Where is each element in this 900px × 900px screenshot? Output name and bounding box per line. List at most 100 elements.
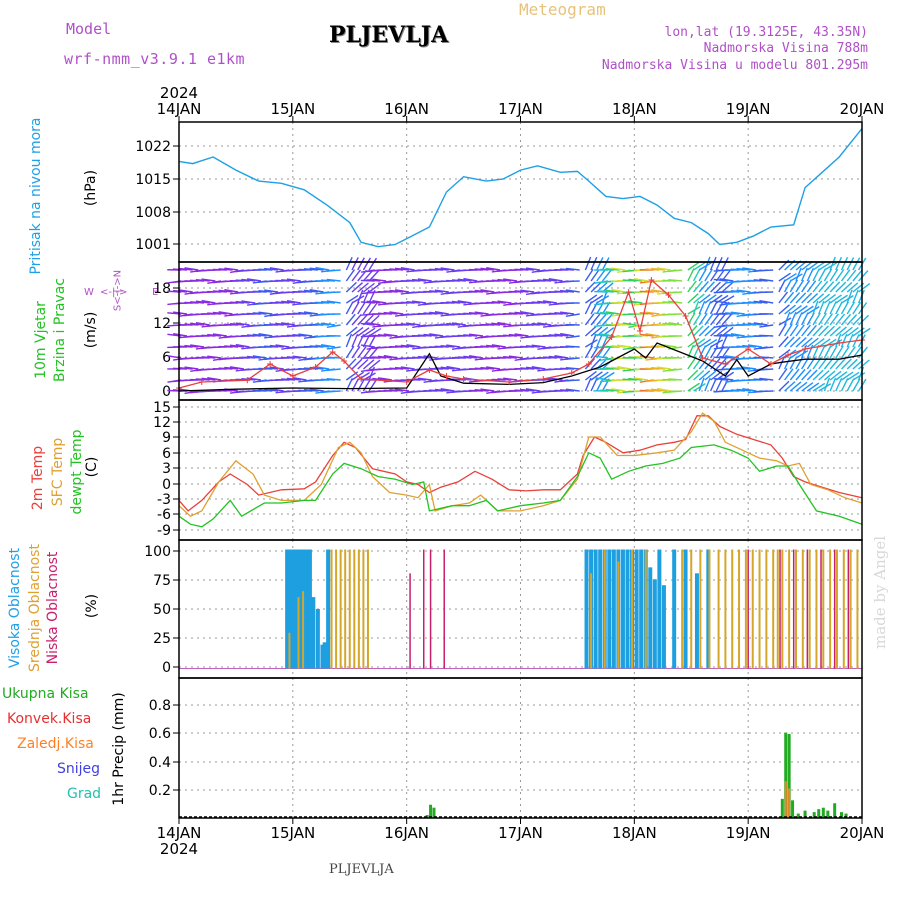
y-tick-label: -9 (157, 523, 171, 539)
wind-arrow (542, 278, 558, 282)
wind-arrow (389, 268, 404, 271)
wind-arrow (281, 279, 296, 282)
wind-arrow (542, 356, 557, 359)
cloud-bar-low (779, 549, 781, 669)
cloud-bar-mid (330, 549, 333, 669)
wind-arrow (486, 267, 501, 271)
wind-arrow (668, 269, 683, 273)
wind-arrow (594, 333, 609, 337)
wind-arrow (485, 323, 501, 326)
precip-bar-conv (784, 781, 787, 818)
wind-arrow (668, 378, 683, 381)
wind-arrow (605, 268, 620, 271)
wind-arrow (235, 322, 250, 326)
wind-arrow (229, 323, 244, 326)
cloud-bar-mid (731, 549, 734, 669)
wind-arrow (698, 377, 705, 392)
wind-arrow (806, 324, 817, 337)
cloud-bar-high (639, 549, 644, 669)
wind-arrow (801, 305, 814, 315)
wind-arrow (264, 367, 279, 370)
wind-arrow (818, 383, 832, 392)
gust-marker (267, 361, 274, 367)
wind-arrow (687, 369, 699, 381)
wind-arrow (309, 366, 324, 370)
wind-arrow (207, 376, 222, 381)
gust-marker (665, 292, 672, 298)
wind-arrow (366, 322, 381, 326)
wind-arrow (846, 257, 855, 271)
wind-arrow (275, 301, 290, 304)
wind-arrow (252, 333, 267, 337)
wind-arrow (400, 344, 415, 348)
wind-arrow (594, 312, 609, 315)
cloud-bar-low (847, 549, 850, 669)
wind-arrow (846, 333, 854, 348)
wind-arrow (806, 280, 817, 293)
wind-arrow (687, 261, 700, 271)
wind-arrow (326, 300, 341, 304)
wind-arrow (841, 326, 853, 337)
wind-arrow (584, 370, 597, 381)
gust-marker (637, 328, 644, 334)
wind-arrow (434, 388, 449, 392)
wind-arrow (801, 312, 809, 326)
wind-arrow (823, 357, 834, 370)
compass-w: W (84, 287, 94, 298)
wind-arrow (520, 311, 535, 315)
wind-arrow (246, 355, 262, 359)
cloud-bar-mid (297, 597, 300, 669)
wind-arrow (704, 370, 717, 381)
wind-arrow (357, 327, 370, 337)
wind-arrow (829, 345, 838, 359)
wind-arrow (565, 267, 580, 271)
wind-arrow (383, 311, 398, 315)
precip-bar-total (429, 804, 433, 818)
cloud-bar-mid (801, 549, 804, 669)
wind-arrow (633, 334, 649, 337)
wind-arrow (806, 292, 819, 304)
wind-arrow (389, 367, 404, 370)
wind-arrow (812, 338, 825, 348)
wind-arrow (560, 289, 575, 293)
wind-arrow (207, 333, 222, 337)
wind-arrow (628, 377, 643, 381)
wind-arrow (377, 377, 392, 381)
wind-arrow (584, 313, 595, 326)
wind-arrow (668, 322, 683, 326)
wind-arrow (605, 388, 620, 392)
wind-arrow (590, 326, 603, 337)
cloud-bar-mid (772, 549, 775, 669)
gust-marker (312, 364, 319, 370)
wind-arrow (224, 267, 239, 271)
cloud-bar-high (683, 549, 688, 669)
gust-marker (506, 379, 513, 385)
gust-marker (802, 346, 809, 352)
gust-marker (403, 379, 410, 385)
wind-arrow (326, 269, 341, 272)
wind-arrow (806, 312, 815, 326)
wind-arrow (611, 288, 626, 293)
wind-arrow (184, 323, 199, 326)
wind-arrow (537, 300, 552, 304)
wind-arrow (596, 333, 603, 348)
wind-arrow (394, 345, 409, 348)
cloud-bar-high (285, 549, 290, 669)
cloud-bar-mid (366, 549, 369, 669)
wind-arrow (829, 281, 841, 293)
cloud-bar-low (820, 549, 822, 669)
wind-arrow (812, 325, 823, 337)
wind-arrow (463, 277, 478, 282)
wind-arrow (351, 301, 360, 315)
precip-bar-total (784, 732, 788, 818)
wind-arrow (858, 314, 870, 326)
wind-arrow (823, 345, 832, 359)
wind-arrow (178, 345, 193, 348)
wind-arrow (753, 378, 768, 381)
cloud-bar-mid (822, 549, 825, 669)
wind-arrow (298, 311, 313, 315)
precip-legend-total: Ukupna Kisa (2, 686, 89, 702)
cloud-bar-low (422, 549, 425, 669)
wind-arrow (372, 300, 387, 304)
wind-arrow (440, 388, 455, 392)
